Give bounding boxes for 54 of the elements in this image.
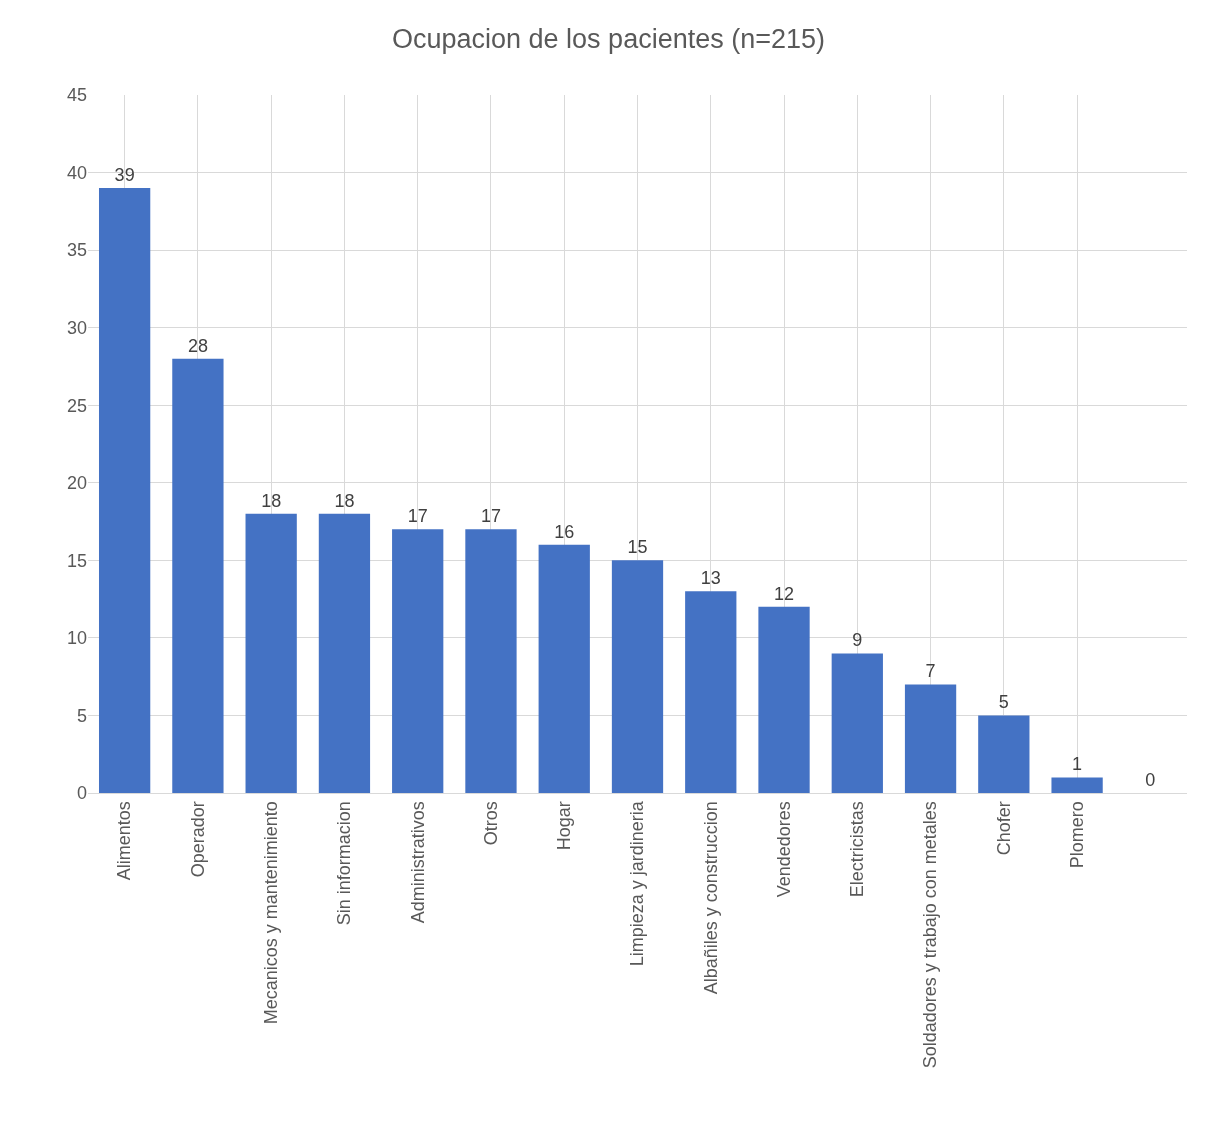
data-label: 9 [852,630,863,651]
y-tick-label: 15 [66,550,87,571]
bar [904,684,957,793]
data-label: 15 [627,537,648,558]
data-label: 28 [187,335,208,356]
bar [538,544,590,793]
y-tick-label: 10 [66,628,87,649]
x-tick-label: Albañiles y construccion [700,801,721,995]
bar [172,358,224,793]
y-tick-label: 30 [66,317,87,338]
y-tick-label: 45 [66,85,87,106]
data-label: 16 [554,521,575,542]
x-tick-label: Otros [480,801,501,846]
x-tick-label: Mecanicos y mantenimiento [261,801,282,1025]
data-label: 18 [334,490,355,511]
y-tick-label: 20 [66,473,87,494]
chart-title: Ocupacion de los pacientes (n=215) [391,23,826,54]
bar [831,653,883,793]
y-tick-label: 5 [76,705,87,726]
y-tick-label: 40 [66,162,87,183]
data-label: 13 [700,568,721,589]
x-tick-label: Chofer [993,801,1014,856]
data-label: 17 [480,506,501,527]
x-tick-label: Alimentos [114,801,135,881]
y-tick-label: 25 [66,395,87,416]
y-tick-label: 0 [76,783,87,804]
bar [465,529,517,793]
bar [758,606,810,793]
x-tick-label: Hogar [554,801,575,851]
bar [1051,777,1103,793]
bar [392,529,444,793]
data-label: 1 [1072,754,1083,775]
bar [685,591,737,793]
x-tick-label: Limpieza y jardineria [627,800,648,967]
x-tick-label: Plomero [1066,801,1087,869]
bar [98,188,151,793]
bar [245,513,297,793]
x-tick-label: Soldadores y trabajo con metales [920,801,941,1069]
bar [318,513,371,793]
data-label: 18 [261,490,282,511]
bar [611,560,664,793]
data-label: 5 [998,692,1009,713]
data-label: 0 [1145,770,1156,790]
x-tick-label: Administrativos [407,801,428,924]
x-tick-label: Sin informacion [334,801,355,926]
data-label: 7 [925,661,936,682]
y-tick-label: 35 [66,240,87,261]
data-label: 39 [114,165,135,186]
data-label: 17 [407,506,428,527]
x-tick-label: Operador [187,801,208,878]
x-tick-label: Electricistas [847,801,868,898]
data-label: 12 [774,583,795,604]
bar [978,715,1030,793]
x-tick-label: Vendedores [773,801,794,898]
